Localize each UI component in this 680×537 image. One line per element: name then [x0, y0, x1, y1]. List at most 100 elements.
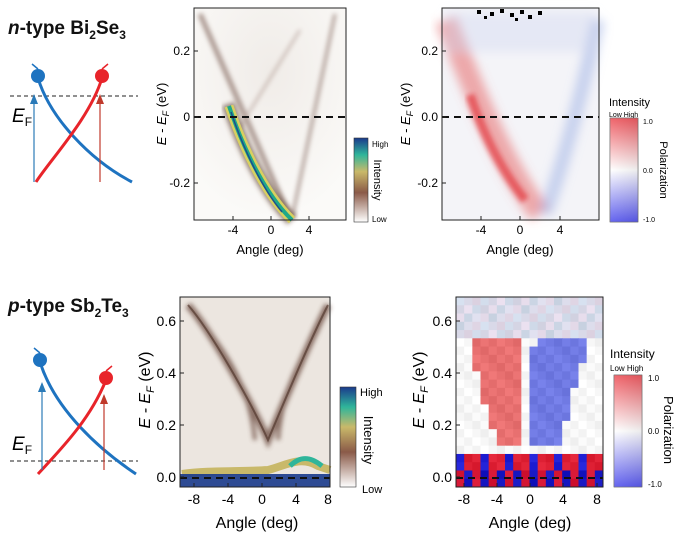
colorbar-tick: 1.0: [648, 374, 660, 383]
polarization-pixel: [594, 313, 604, 323]
polarization-pixel: [529, 346, 539, 356]
polarization-pixel: [505, 396, 514, 405]
polarization-pixel: [537, 338, 547, 348]
polarization-pixel: [545, 371, 555, 381]
polarization-pixel: [480, 429, 490, 438]
polarization-pixel: [562, 371, 571, 381]
polarization-pixel: [496, 462, 506, 471]
polarization-pixel: [496, 338, 506, 348]
polarization-pixel: [488, 429, 498, 438]
polarization-pixel: [513, 453, 522, 463]
polarization-pixel: [529, 420, 539, 430]
polarization-pixel: [586, 346, 596, 356]
bottom-panel-title: p-type Sb2Te3: [8, 296, 129, 320]
polarization-pixel: [505, 478, 514, 488]
polarization-pixel: [545, 338, 555, 348]
polarization-pixel: [496, 379, 506, 389]
spin-down-band: [36, 77, 133, 184]
polarization-pixel: [521, 297, 530, 306]
colorbar-tick: -1.0: [648, 480, 662, 489]
colorbar-label: Polarization: [657, 141, 669, 198]
y-tick-label: 0: [183, 110, 190, 124]
polarization-pixel: [513, 371, 522, 381]
polarization-pixel: [554, 305, 563, 315]
title-subscript: 3: [122, 305, 129, 320]
polarization-pixel: [472, 363, 481, 372]
polarization-pixel: [529, 379, 539, 389]
polarization-pixel: [594, 379, 604, 389]
polarization-pixel: [513, 420, 522, 430]
polarization-pixel: [529, 363, 539, 372]
polarization-pixel: [586, 379, 596, 389]
polarization-pixel: [554, 379, 563, 389]
polarization-pixel: [570, 338, 579, 348]
polarization-pixel: [578, 396, 588, 405]
schematic-bottom: EF: [10, 347, 138, 476]
polarization-pixel: [562, 363, 571, 372]
polarization-pixel: [594, 305, 604, 315]
polarization-pixel: [496, 387, 506, 397]
polarization-pixel: [472, 330, 481, 339]
polarization-pixel: [545, 420, 555, 430]
polarization-pixel: [513, 478, 522, 488]
polarization-pixel: [562, 420, 571, 430]
polarization-pixel: [537, 321, 547, 331]
spin-up-dot: [99, 371, 113, 385]
polarization-pixel: [537, 453, 547, 463]
x-axis-label: Angle (deg): [216, 515, 299, 532]
polarization-pixel: [562, 470, 571, 480]
polarization-pixel: [521, 354, 530, 364]
polarization-pixel: [562, 387, 571, 397]
spin-map-top: 0.2 0.0 -0.2 -4 0 4 Angle (deg) E - EF (…: [398, 7, 605, 257]
polarization-pixel: [578, 470, 588, 480]
colorbar-subtitle: Low High: [610, 364, 643, 373]
y-tick-label: 0.6: [157, 313, 177, 329]
polarization-pixel: [578, 429, 588, 438]
saturated-pixels: [477, 9, 542, 21]
polarization-pixel: [496, 371, 506, 381]
x-tick-label: 4: [559, 491, 567, 507]
x-tick-label: -4: [228, 223, 239, 237]
x-tick-label: 0: [258, 491, 266, 507]
dirac-cone-bands: [187, 304, 329, 443]
polarization-pixel: [488, 363, 498, 372]
polarization-pixel: [570, 387, 579, 397]
polarization-pixel: [554, 338, 563, 348]
polarization-pixel: [594, 453, 604, 463]
y-tick-label: 0.2: [433, 417, 453, 433]
y-axis-label: E - EF (eV): [154, 83, 171, 146]
polarization-pixel: [554, 470, 563, 480]
y-axis-label: E - EF (eV): [137, 352, 157, 429]
polarization-pixel: [586, 371, 596, 381]
polarization-pixel: [513, 412, 522, 422]
colorbar-tick: 1.0: [643, 119, 653, 126]
polarization-pixel: [570, 437, 579, 447]
polarization-pixel: [554, 297, 563, 306]
polarization-pixel: [537, 379, 547, 389]
polarization-pixel: [456, 404, 465, 414]
polarization-pixel: [521, 371, 530, 381]
polarization-pixel: [496, 354, 506, 364]
polarization-pixel: [488, 321, 498, 331]
polarization-pixel: [578, 420, 588, 430]
polarization-pixel: [594, 429, 604, 438]
polarization-pixel: [570, 420, 579, 430]
polarization-pixel: [578, 437, 588, 447]
polarization-pixel: [594, 396, 604, 405]
polarization-pixel: [570, 321, 579, 331]
polarization-pixel: [529, 305, 539, 315]
polarization-pixel: [464, 379, 473, 389]
polarization-pixel: [505, 470, 514, 480]
polarization-pixel: [562, 437, 571, 447]
polarization-pixel: [545, 478, 555, 488]
polarization-pixel: [529, 354, 539, 364]
polarization-pixel: [480, 330, 490, 339]
polarization-pixel: [480, 313, 490, 323]
polarization-pixel: [586, 462, 596, 471]
polarization-pixel: [488, 420, 498, 430]
polarization-pixel: [537, 420, 547, 430]
polarization-pixel: [513, 354, 522, 364]
polarization-pixel: [521, 420, 530, 430]
polarization-pixel: [586, 387, 596, 397]
